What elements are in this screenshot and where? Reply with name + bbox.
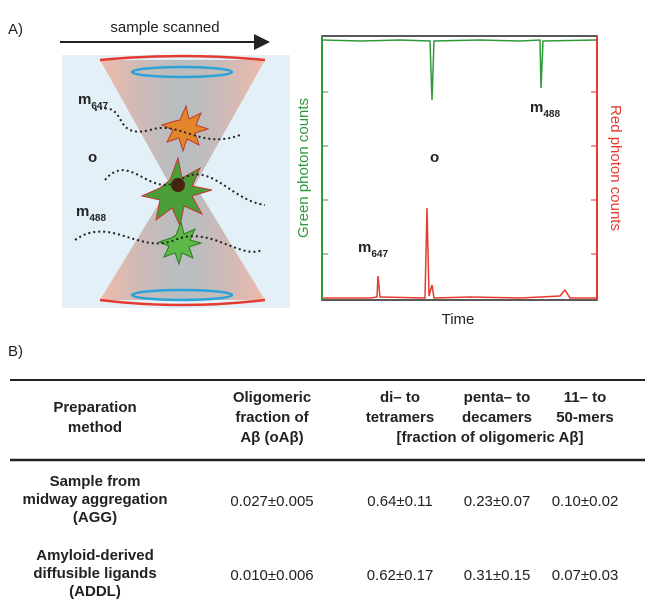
table-header: Aβ (oAβ): [240, 429, 303, 446]
table-cell: 0.10±0.02: [552, 493, 619, 510]
table-cell: 0.23±0.07: [464, 493, 531, 510]
row-label: (AGG): [73, 509, 117, 526]
table-header: penta– to: [464, 389, 531, 406]
table-header: 50-mers: [556, 409, 614, 426]
table-header: di– to: [380, 389, 420, 406]
table-cell: 0.07±0.03: [552, 567, 619, 584]
table-cell: 0.010±0.006: [230, 567, 313, 584]
diagram: [62, 54, 290, 308]
row-label: Amyloid-derived: [36, 547, 154, 564]
annotation: o: [430, 149, 439, 166]
table-header: fraction of: [235, 409, 309, 426]
table-header: tetramers: [366, 409, 434, 426]
panel-label: A): [8, 21, 23, 38]
diagram-label: m488: [76, 203, 106, 224]
table-header: Oligomeric: [233, 389, 311, 406]
annotation: m647: [358, 239, 388, 260]
annotation: m488: [530, 99, 560, 120]
table: Preparation method Oligomeric fraction of Aβ…: [22, 389, 618, 600]
diagram-label: m647: [78, 91, 108, 112]
table-cell: 0.64±0.11: [367, 493, 433, 510]
row-label: Sample from: [50, 473, 141, 490]
y-axis-label: Green photon counts: [295, 98, 312, 238]
table-header: method: [68, 419, 122, 436]
x-axis-label: Time: [442, 311, 475, 328]
table-header-note: [fraction of oligomeric Aβ]: [397, 429, 584, 446]
row-label: (ADDL): [69, 583, 121, 600]
table-cell: 0.027±0.005: [230, 493, 313, 510]
table-header: decamers: [462, 409, 532, 426]
table-cell: 0.31±0.15: [464, 567, 531, 584]
trace-chart: [321, 35, 598, 301]
row-label: midway aggregation: [22, 491, 167, 508]
arrow-label: sample scanned: [110, 19, 219, 36]
table-cell: 0.62±0.17: [367, 567, 434, 584]
y2-axis-label: Red photon counts: [607, 105, 624, 231]
diagram-label: o: [88, 149, 97, 166]
panel-label: B): [8, 343, 23, 360]
table-header: 11– to: [564, 389, 607, 406]
row-label: diffusible ligands: [33, 565, 156, 582]
table-header: Preparation: [53, 399, 136, 416]
